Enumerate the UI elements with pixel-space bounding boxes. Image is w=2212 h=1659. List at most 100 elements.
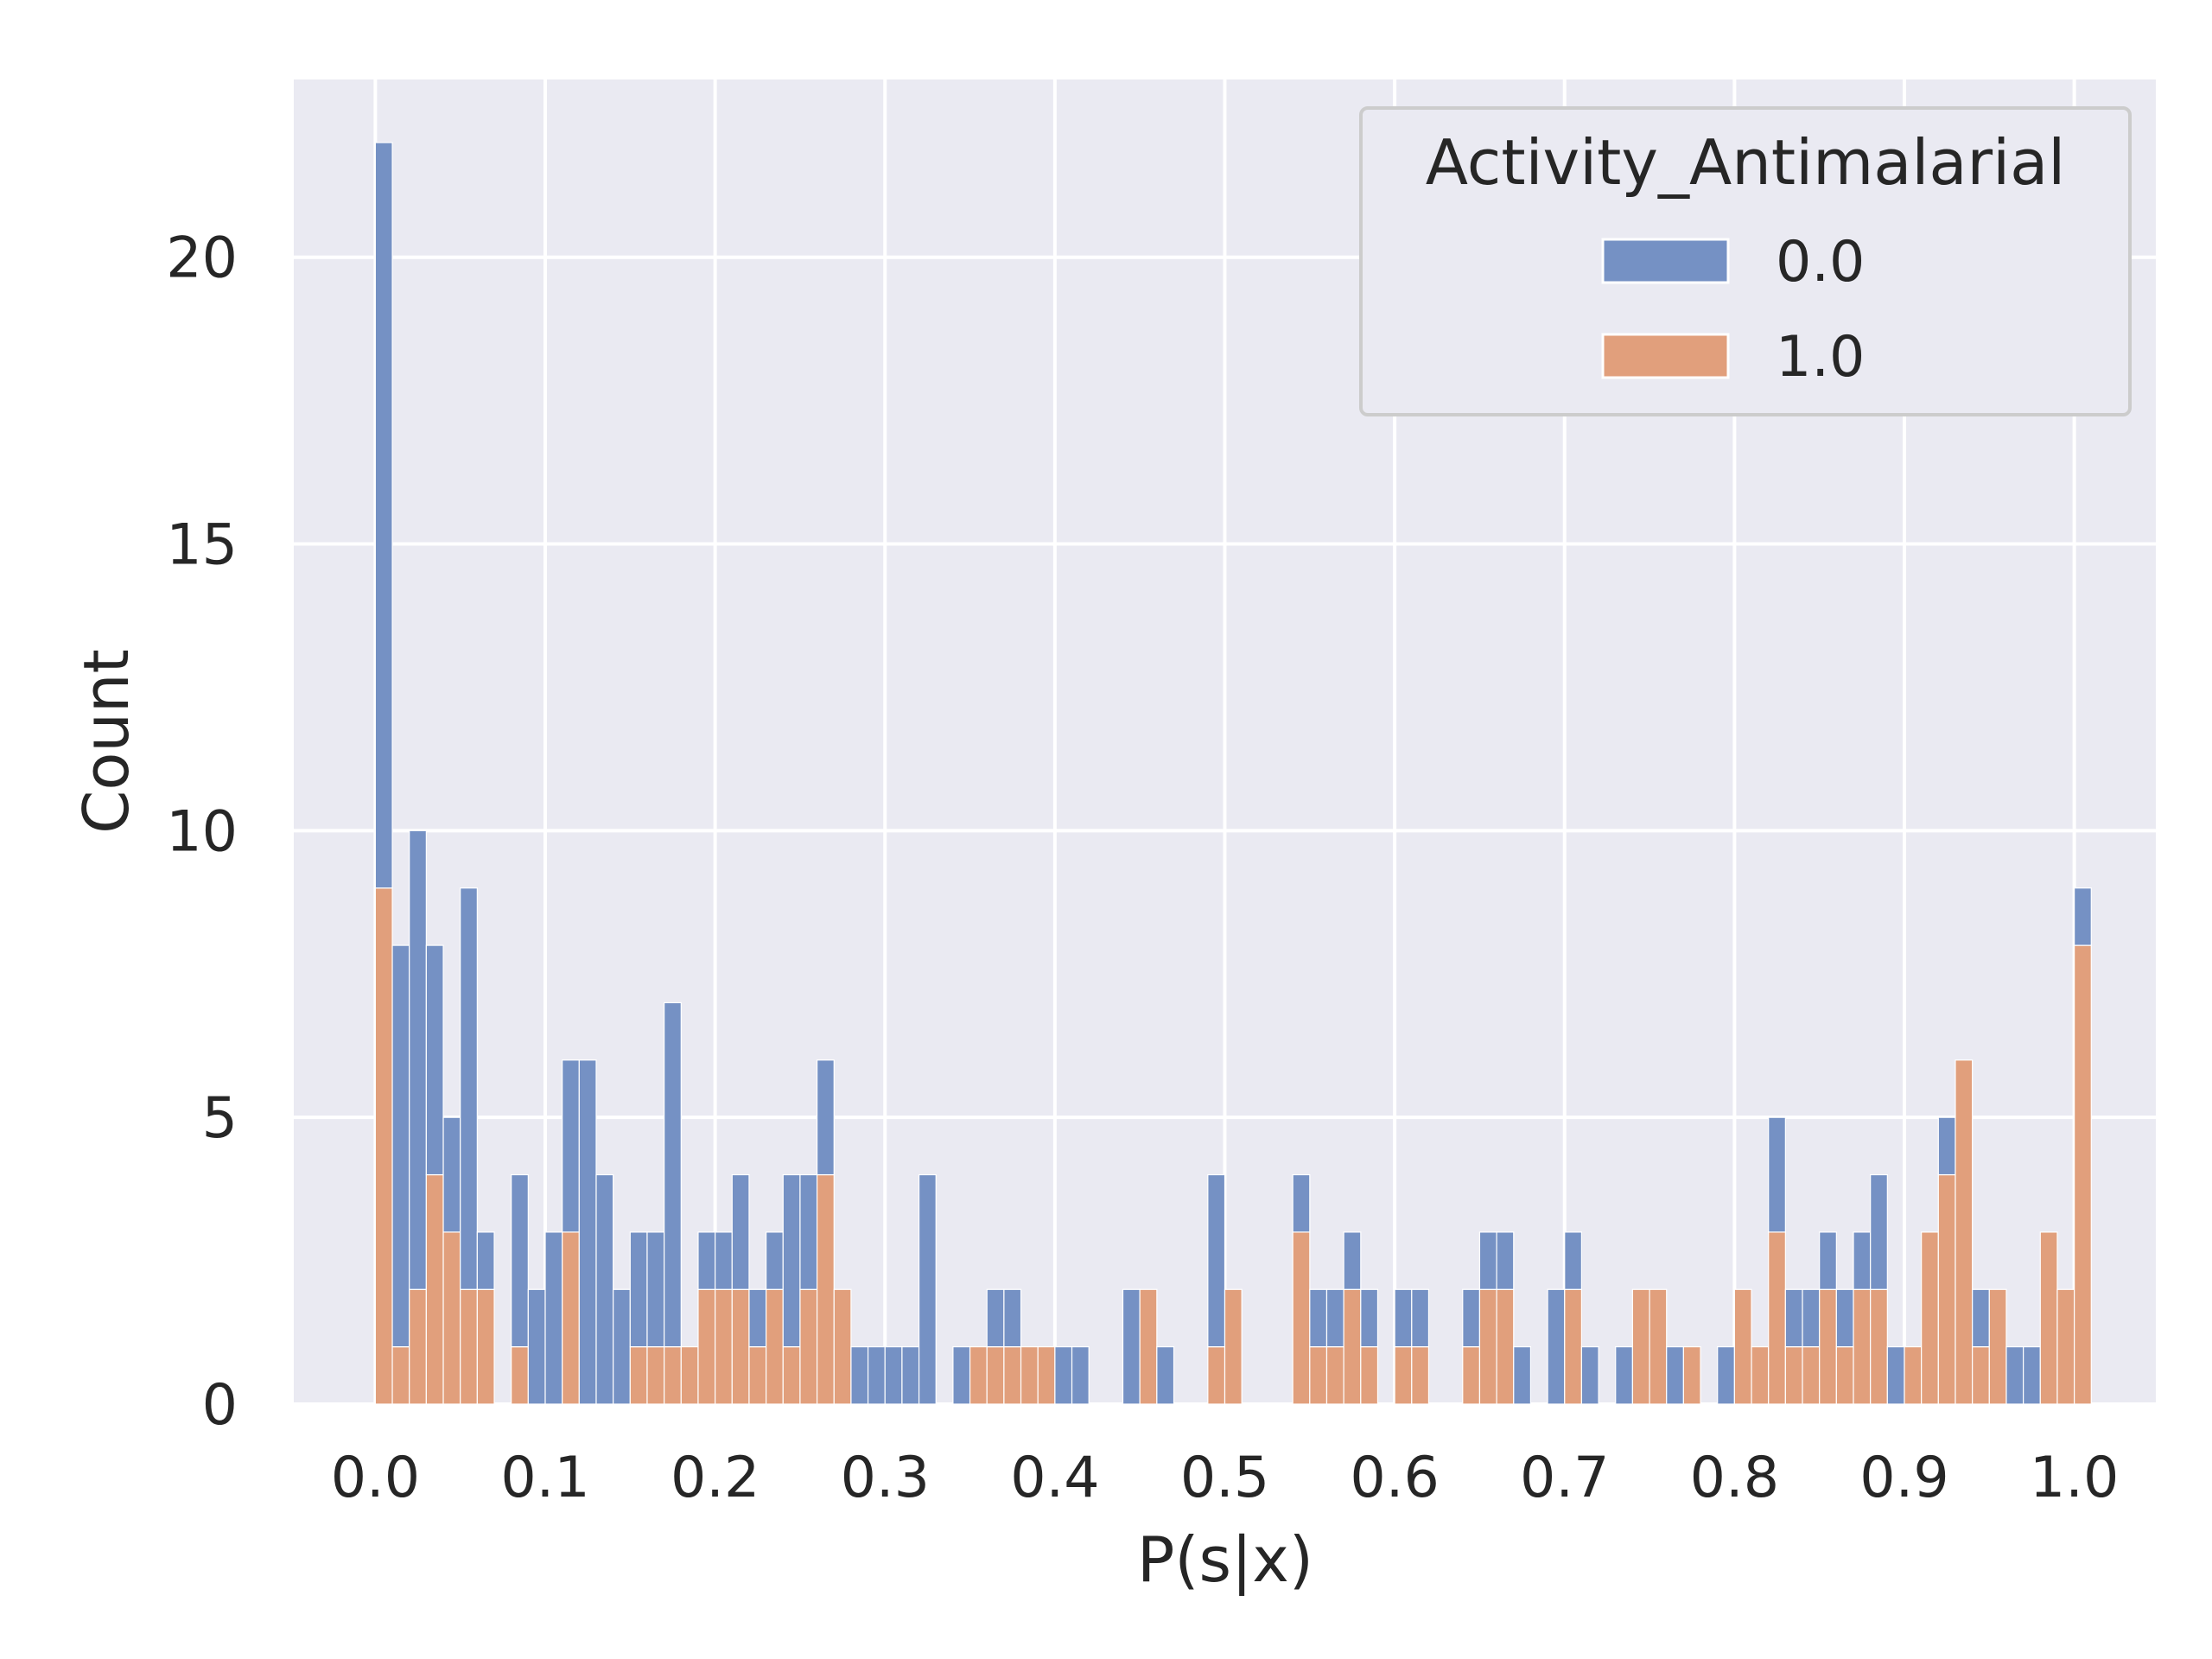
bar-1.0 xyxy=(748,1346,767,1405)
bar-0.0 xyxy=(629,1231,648,1348)
bar-1.0 xyxy=(731,1288,750,1405)
bar-0.0 xyxy=(1564,1231,1583,1290)
bar-0.0 xyxy=(1360,1288,1379,1348)
bar-1.0 xyxy=(1309,1346,1328,1405)
bar-1.0 xyxy=(460,1288,478,1405)
bar-0.0 xyxy=(1343,1231,1362,1290)
bar-1.0 xyxy=(1649,1288,1668,1405)
bar-1.0 xyxy=(782,1346,801,1405)
bar-1.0 xyxy=(1870,1288,1888,1405)
bar-0.0 xyxy=(409,830,427,1290)
bar-1.0 xyxy=(986,1346,1005,1405)
bar-1.0 xyxy=(1988,1288,2007,1405)
bar-1.0 xyxy=(2056,1288,2075,1405)
bar-0.0 xyxy=(595,1173,614,1405)
bar-0.0 xyxy=(1784,1288,1803,1348)
bar-0.0 xyxy=(867,1346,886,1405)
bar-1.0 xyxy=(1802,1346,1821,1405)
bar-0.0 xyxy=(544,1231,563,1405)
bar-0.0 xyxy=(1972,1288,1990,1348)
bar-0.0 xyxy=(1309,1288,1328,1348)
bar-1.0 xyxy=(1394,1346,1413,1405)
x-tick-label: 0.6 xyxy=(1350,1446,1439,1510)
bar-marks xyxy=(374,142,2092,1405)
bar-1.0 xyxy=(1020,1346,1039,1405)
bar-0.0 xyxy=(425,944,444,1176)
bar-0.0 xyxy=(1835,1288,1854,1348)
bar-1.0 xyxy=(817,1173,835,1405)
x-tick-label: 0.2 xyxy=(671,1446,760,1510)
x-tick-label: 0.5 xyxy=(1180,1446,1269,1510)
bar-1.0 xyxy=(425,1173,444,1405)
y-tick-label: 10 xyxy=(166,799,238,864)
legend-swatch-1.0 xyxy=(1601,333,1730,379)
bar-1.0 xyxy=(2074,944,2092,1405)
legend-title: Activity_Antimalarial xyxy=(1426,126,2066,199)
bar-0.0 xyxy=(731,1173,750,1290)
x-tick-labels: 0.0 0.1 0.2 0.3 0.4 0.5 0.6 0.7 0.8 0.9 1.0 xyxy=(331,1446,2120,1510)
bar-1.0 xyxy=(833,1288,852,1405)
bar-0.0 xyxy=(782,1173,801,1348)
bar-1.0 xyxy=(2039,1231,2058,1405)
bar-0.0 xyxy=(817,1059,835,1176)
bar-1.0 xyxy=(1904,1346,1923,1405)
bar-1.0 xyxy=(1462,1346,1481,1405)
bar-1.0 xyxy=(1972,1346,1990,1405)
bar-0.0 xyxy=(2074,887,2092,946)
bar-0.0 xyxy=(918,1173,937,1405)
bar-0.0 xyxy=(1717,1346,1735,1405)
bar-1.0 xyxy=(629,1346,648,1405)
bar-1.0 xyxy=(969,1346,988,1405)
bar-1.0 xyxy=(476,1288,495,1405)
bar-0.0 xyxy=(613,1288,631,1405)
x-tick-label: 0.8 xyxy=(1690,1446,1779,1510)
bar-1.0 xyxy=(680,1346,699,1405)
legend-label-1.0: 1.0 xyxy=(1776,325,1865,390)
bar-0.0 xyxy=(646,1231,665,1348)
bar-0.0 xyxy=(2005,1346,2024,1405)
x-tick-label: 0.4 xyxy=(1010,1446,1099,1510)
bar-0.0 xyxy=(884,1346,903,1405)
bar-1.0 xyxy=(1835,1346,1854,1405)
bar-0.0 xyxy=(766,1231,784,1290)
bar-0.0 xyxy=(952,1346,971,1405)
bar-0.0 xyxy=(1496,1231,1515,1290)
bar-0.0 xyxy=(850,1346,869,1405)
x-axis-label: P(s|x) xyxy=(1137,1523,1313,1597)
bar-1.0 xyxy=(1784,1346,1803,1405)
bar-1.0 xyxy=(562,1231,580,1405)
bar-1.0 xyxy=(1955,1059,1974,1405)
bar-1.0 xyxy=(1207,1346,1226,1405)
bar-1.0 xyxy=(442,1231,461,1405)
bar-1.0 xyxy=(1921,1231,1939,1405)
legend-label-0.0: 0.0 xyxy=(1776,230,1865,295)
x-tick-label: 0.7 xyxy=(1520,1446,1609,1510)
bar-1.0 xyxy=(1139,1288,1158,1405)
bar-0.0 xyxy=(1156,1346,1175,1405)
bar-0.0 xyxy=(901,1346,920,1405)
bar-1.0 xyxy=(799,1288,818,1405)
bar-1.0 xyxy=(1478,1288,1497,1405)
bar-0.0 xyxy=(1547,1288,1566,1405)
bar-0.0 xyxy=(1580,1346,1599,1405)
bar-0.0 xyxy=(1394,1288,1413,1348)
bar-1.0 xyxy=(1325,1346,1344,1405)
y-tick-label: 0 xyxy=(202,1373,238,1438)
bar-0.0 xyxy=(562,1059,580,1233)
bar-0.0 xyxy=(511,1173,529,1348)
bar-1.0 xyxy=(1411,1346,1430,1405)
y-tick-label: 20 xyxy=(166,226,238,291)
bar-1.0 xyxy=(766,1288,784,1405)
bar-0.0 xyxy=(1478,1231,1497,1290)
bar-0.0 xyxy=(374,142,393,889)
bar-1.0 xyxy=(1496,1288,1515,1405)
bar-1.0 xyxy=(391,1346,410,1405)
bar-0.0 xyxy=(1615,1346,1633,1405)
x-tick-label: 0.0 xyxy=(331,1446,420,1510)
bar-1.0 xyxy=(1037,1346,1056,1405)
bar-0.0 xyxy=(476,1231,495,1290)
bar-0.0 xyxy=(1325,1288,1344,1348)
bar-1.0 xyxy=(1360,1346,1379,1405)
bar-1.0 xyxy=(511,1346,529,1405)
